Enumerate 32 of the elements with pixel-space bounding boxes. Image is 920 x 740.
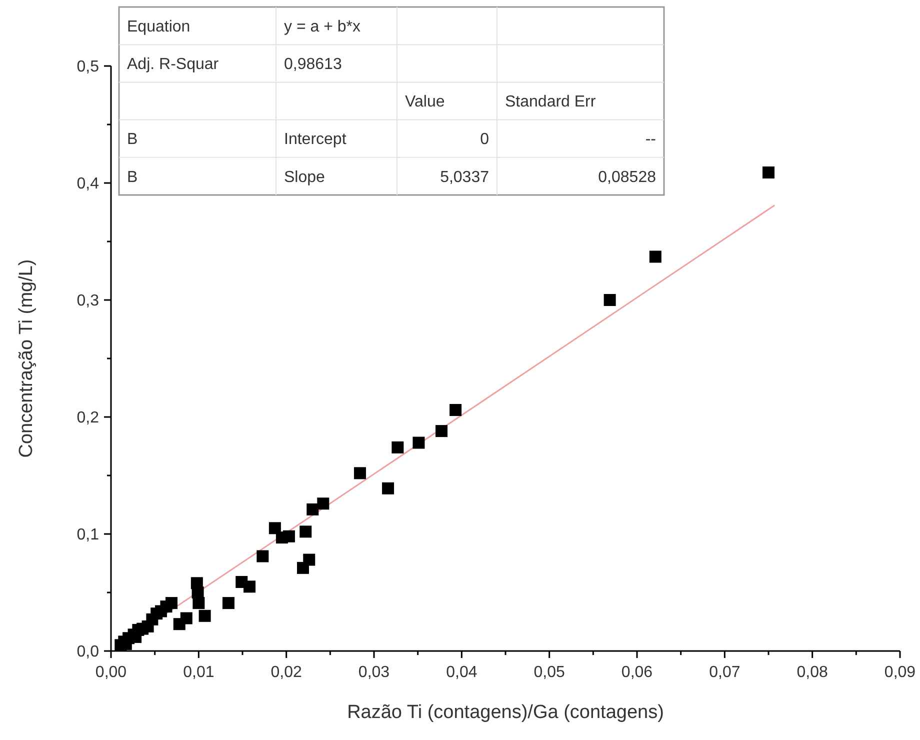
annotation: Value — [405, 94, 445, 111]
x-tick-label: 0,03 — [358, 664, 390, 681]
x-tick-label: 0,06 — [621, 664, 653, 681]
y-tick-label: 0,1 — [76, 526, 100, 544]
annotation: B — [127, 131, 138, 148]
annotation: Slope — [284, 168, 326, 186]
x-tick-label: 0,07 — [709, 664, 740, 681]
annotation: -- — [645, 131, 656, 148]
y-tick-label: 0,3 — [76, 292, 100, 310]
annotation: Standard Err — [505, 94, 596, 111]
annotation: Adj. R-Squar — [127, 56, 220, 73]
annotation: 0,98613 — [284, 56, 342, 73]
annotation: 0,08528 — [598, 168, 656, 186]
y-axis-title: Concentração Ti (mg/L) — [16, 259, 37, 458]
x-axis-title: Razão Ti (contagens)/Ga (contagens) — [347, 702, 664, 723]
x-tick-label: 0,01 — [183, 664, 214, 681]
y-tick-label: 0,2 — [76, 410, 100, 427]
x-tick-label: 0,05 — [534, 664, 566, 681]
x-tick-label: 0,09 — [884, 664, 916, 681]
y-tick-label: 0,0 — [76, 644, 100, 661]
x-tick-label: 0,04 — [446, 664, 478, 681]
x-tick-label: 0,00 — [95, 664, 127, 681]
y-tick-label: 0,5 — [76, 58, 100, 76]
x-tick-label: 0,02 — [270, 664, 302, 681]
text: y = a + b*x — [284, 18, 360, 36]
y-tick-label: 0,4 — [76, 176, 100, 193]
annotation: 5,0337 — [440, 168, 490, 186]
annotation: Intercept — [284, 131, 347, 148]
x-tick-label: 0,08 — [796, 664, 828, 681]
text: Equation — [127, 18, 190, 36]
annotation: B — [127, 168, 138, 186]
annotation: 0 — [480, 131, 490, 148]
